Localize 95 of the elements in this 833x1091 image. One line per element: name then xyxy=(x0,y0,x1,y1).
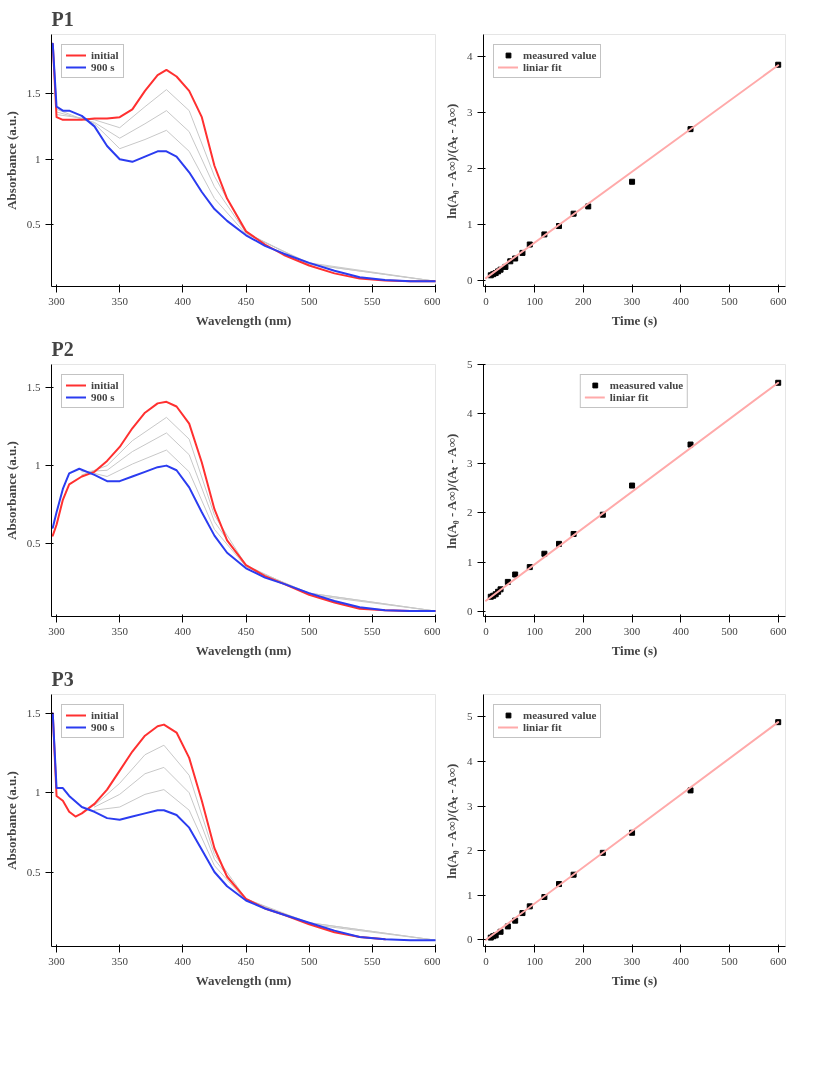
legend-label: 900 s xyxy=(91,721,115,733)
legend-label: initial xyxy=(91,709,119,721)
x-tick-label: 400 xyxy=(174,954,192,967)
y-tick-label: 0.5 xyxy=(26,865,41,878)
y-tick-label: 5 xyxy=(467,358,473,370)
legend-label: liniar fit xyxy=(523,61,562,73)
legend-label: 900 s xyxy=(91,61,115,73)
y-tick-label: 1 xyxy=(467,555,473,568)
y-tick-label: 0 xyxy=(467,933,473,946)
x-tick-label: 300 xyxy=(48,954,66,967)
x-tick-label: 500 xyxy=(721,294,739,307)
x-tick-label: 300 xyxy=(623,954,641,967)
legend-label: measured value xyxy=(523,49,597,61)
x-tick-label: 0 xyxy=(483,624,490,637)
legend-label: 900 s xyxy=(91,391,115,403)
legend-label: measured value xyxy=(523,709,597,721)
x-axis-title: Time (s) xyxy=(611,312,658,328)
y-tick-label: 3 xyxy=(467,799,473,812)
legend-label: liniar fit xyxy=(609,391,649,403)
legend-label: initial xyxy=(91,49,119,61)
x-tick-label: 350 xyxy=(111,624,129,637)
x-tick-label: 600 xyxy=(769,624,787,637)
legend-label: liniar fit xyxy=(523,721,562,733)
x-tick-label: 550 xyxy=(364,294,382,307)
y-tick-label: 0 xyxy=(467,274,473,287)
x-tick-label: 600 xyxy=(769,294,787,307)
x-tick-label: 400 xyxy=(672,294,690,307)
x-axis-title: Wavelength (nm) xyxy=(195,972,292,988)
legend-label: measured value xyxy=(609,379,684,391)
y-tick-label: 2 xyxy=(467,506,473,519)
y-tick-label: 1 xyxy=(467,218,473,231)
x-tick-label: 500 xyxy=(300,294,318,307)
y-tick-label: 1 xyxy=(35,786,41,799)
x-tick-label: 550 xyxy=(364,954,382,967)
x-tick-label: 450 xyxy=(237,624,255,637)
legend-label: initial xyxy=(91,379,119,391)
x-tick-label: 450 xyxy=(237,954,255,967)
chart-title: P1 xyxy=(51,7,74,30)
x-tick-label: 300 xyxy=(48,294,66,307)
y-tick-label: 3 xyxy=(467,106,473,119)
x-tick-label: 550 xyxy=(364,624,382,637)
y-axis-title: Absorbance (a.u.) xyxy=(3,771,19,870)
y-tick-label: 0.5 xyxy=(26,536,41,549)
x-tick-label: 600 xyxy=(769,954,787,967)
x-tick-label: 100 xyxy=(526,624,544,637)
y-tick-label: 0.5 xyxy=(26,218,41,231)
x-axis-title: Wavelength (nm) xyxy=(195,312,292,328)
x-tick-label: 300 xyxy=(623,294,641,307)
x-tick-label: 200 xyxy=(575,624,593,637)
y-tick-label: 4 xyxy=(467,50,473,63)
x-axis-title: Time (s) xyxy=(611,972,658,988)
x-tick-label: 500 xyxy=(300,954,318,967)
y-tick-label: 1 xyxy=(35,152,41,165)
x-tick-label: 500 xyxy=(721,624,739,637)
x-tick-label: 200 xyxy=(575,294,593,307)
x-axis-title: Wavelength (nm) xyxy=(195,642,292,658)
x-tick-label: 350 xyxy=(111,294,129,307)
y-tick-label: 1.5 xyxy=(26,707,41,720)
chart-title: P3 xyxy=(51,667,74,690)
y-tick-label: 5 xyxy=(467,710,473,723)
y-axis-title: ln(A₀ - A∞)/(Aₜ - A∞) xyxy=(444,433,459,549)
y-axis-title: ln(A₀ - A∞)/(Aₜ - A∞) xyxy=(444,763,459,879)
x-tick-label: 0 xyxy=(483,954,490,967)
y-tick-label: 4 xyxy=(467,407,473,420)
x-tick-label: 100 xyxy=(526,294,544,307)
x-tick-label: 500 xyxy=(721,954,739,967)
x-tick-label: 600 xyxy=(424,954,441,967)
x-tick-label: 450 xyxy=(237,294,255,307)
chart-title: P2 xyxy=(51,337,74,360)
y-tick-label: 1 xyxy=(35,459,41,472)
x-tick-label: 400 xyxy=(672,624,690,637)
x-tick-label: 300 xyxy=(48,624,66,637)
x-tick-label: 500 xyxy=(300,624,318,637)
y-axis-title: ln(A₀ - A∞)/(Aₜ - A∞) xyxy=(444,103,459,219)
y-tick-label: 1.5 xyxy=(26,381,41,394)
x-tick-label: 600 xyxy=(424,294,441,307)
x-tick-label: 600 xyxy=(424,624,441,637)
x-axis-title: Time (s) xyxy=(611,642,658,658)
y-axis-title: Absorbance (a.u.) xyxy=(3,441,19,540)
x-tick-label: 350 xyxy=(111,954,129,967)
y-tick-label: 0 xyxy=(467,605,473,618)
x-tick-label: 300 xyxy=(623,624,641,637)
x-tick-label: 400 xyxy=(174,624,192,637)
x-tick-label: 400 xyxy=(672,954,690,967)
y-tick-label: 1.5 xyxy=(26,87,41,100)
x-tick-label: 400 xyxy=(174,294,192,307)
y-tick-label: 1 xyxy=(467,888,473,901)
y-tick-label: 2 xyxy=(467,844,473,857)
y-axis-title: Absorbance (a.u.) xyxy=(3,111,19,210)
y-tick-label: 2 xyxy=(467,162,473,175)
y-tick-label: 3 xyxy=(467,456,473,469)
x-tick-label: 200 xyxy=(575,954,593,967)
y-tick-label: 4 xyxy=(467,754,473,767)
x-tick-label: 0 xyxy=(483,294,490,307)
x-tick-label: 100 xyxy=(526,954,544,967)
